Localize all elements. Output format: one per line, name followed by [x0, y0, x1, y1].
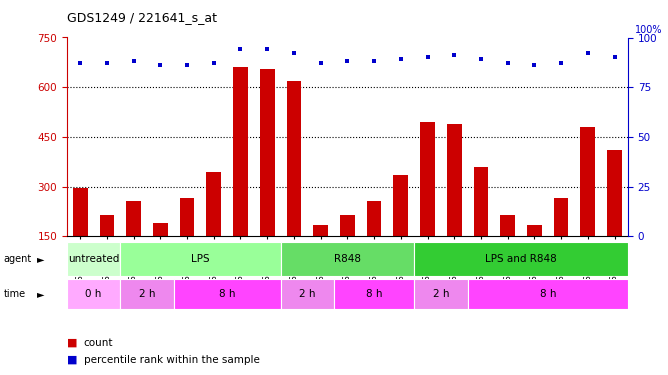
Text: count: count [84, 338, 113, 348]
Bar [67, 242, 120, 276]
Text: 2 h: 2 h [433, 290, 449, 299]
Text: LPS and R848: LPS and R848 [485, 254, 557, 264]
Bar [527, 225, 542, 286]
Text: LPS: LPS [191, 254, 210, 264]
Bar [206, 172, 221, 286]
Bar [313, 225, 328, 286]
Bar [233, 68, 248, 286]
Text: 2 h: 2 h [139, 290, 155, 299]
Bar [420, 122, 435, 286]
Bar [607, 150, 622, 286]
Text: untreated: untreated [68, 254, 119, 264]
Text: ►: ► [37, 255, 44, 264]
Text: percentile rank within the sample: percentile rank within the sample [84, 355, 259, 365]
Text: 8 h: 8 h [366, 290, 382, 299]
Bar [414, 242, 628, 276]
Text: agent: agent [3, 255, 31, 264]
Bar [120, 279, 174, 309]
Bar [414, 279, 468, 309]
Bar [67, 279, 120, 309]
Text: ■: ■ [67, 338, 77, 348]
Text: 8 h: 8 h [219, 290, 235, 299]
Bar [281, 279, 334, 309]
Bar [393, 175, 408, 286]
Bar [100, 215, 114, 286]
Bar [260, 69, 275, 286]
Text: 8 h: 8 h [540, 290, 556, 299]
Bar [174, 279, 281, 309]
Bar [180, 198, 194, 286]
Bar [447, 124, 462, 286]
Text: time: time [3, 290, 25, 299]
Bar [367, 201, 381, 286]
Text: 2 h: 2 h [299, 290, 315, 299]
Bar [500, 215, 515, 286]
Bar [334, 279, 414, 309]
Bar [153, 223, 168, 286]
Text: GDS1249 / 221641_s_at: GDS1249 / 221641_s_at [67, 11, 217, 24]
Bar [468, 279, 628, 309]
Bar [120, 242, 281, 276]
Bar [281, 242, 414, 276]
Text: R848: R848 [334, 254, 361, 264]
Bar [73, 188, 88, 286]
Bar [126, 201, 141, 286]
Text: ►: ► [37, 290, 44, 299]
Bar [340, 215, 355, 286]
Text: 100%: 100% [635, 25, 663, 35]
Bar [474, 166, 488, 286]
Text: ■: ■ [67, 355, 77, 365]
Bar [580, 127, 595, 286]
Text: 0 h: 0 h [86, 290, 102, 299]
Bar [554, 198, 568, 286]
Bar [287, 81, 301, 286]
